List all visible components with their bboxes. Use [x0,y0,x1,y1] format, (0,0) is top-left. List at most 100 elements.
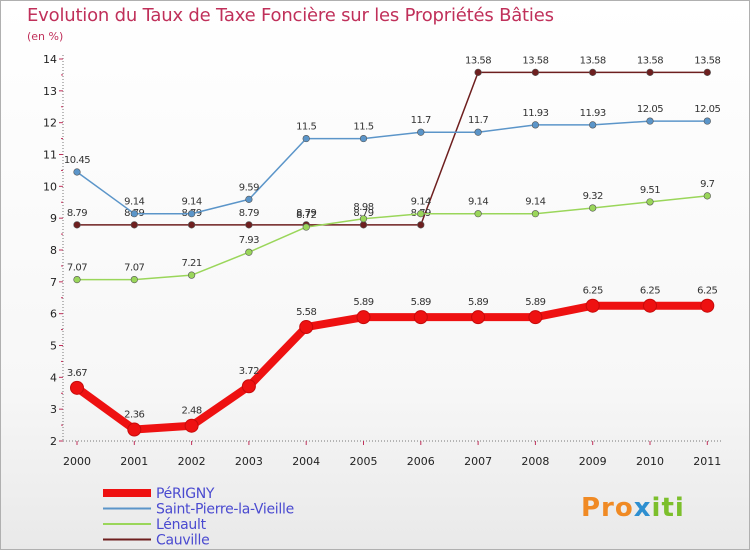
y-tick-label: 14 [43,53,57,66]
y-tick-label: 7 [50,276,57,289]
legend-label-lenault: Lénault [156,517,207,533]
data-point [417,210,425,218]
data-point [474,128,482,136]
data-point [359,221,368,229]
data-label: 9.14 [411,197,431,208]
data-point [589,68,597,76]
proxiti-logo: Proxiti [581,493,685,523]
data-label: 7.21 [181,258,201,269]
legend: PéRIGNYSaint-Pierre-la-VieilleLénaultCau… [103,486,294,549]
x-tick-label: 2006 [407,455,435,468]
data-point [245,248,253,256]
data-point [703,117,711,125]
y-tick-label: 10 [43,180,57,193]
x-tick-label: 2003 [235,455,263,468]
data-label: 8.79 [296,208,316,219]
data-label: 9.14 [124,197,144,208]
data-label: 13.58 [637,55,663,66]
x-tick-label: 2007 [464,455,492,468]
data-label: 5.89 [525,297,545,308]
data-label: 7.93 [239,235,259,246]
series-saint-pierre-la-vieille: 10.45 9.14 9.14 9.59 11.5 11.5 11.7 11.7 11.93 11… [64,104,721,218]
data-label: 13.58 [465,55,491,66]
data-point [413,310,428,325]
data-label: 5.89 [468,297,488,308]
series-line-perigny [73,301,712,434]
data-label: 7.07 [67,263,87,274]
data-point [703,192,711,200]
data-label: 9.59 [239,182,259,193]
data-point [585,298,600,313]
data-label: 5.58 [296,307,316,318]
data-label: 11.5 [296,122,316,133]
data-point [474,68,482,76]
data-label: 11.93 [522,108,548,119]
data-label: 5.89 [353,297,373,308]
data-label: 3.72 [239,366,259,377]
data-label: 2.48 [181,406,201,417]
y-tick-label: 8 [50,244,57,257]
legend-label-perigny: PéRIGNY [156,486,215,502]
x-tick-label: 2011 [693,455,721,468]
data-point [130,221,138,229]
data-point [646,68,654,76]
series-perigny: 3.67 2.36 2.48 3.72 5.58 5.89 5.89 5.89 5.89 6.25… [67,286,718,437]
y-tick-label: 5 [50,340,57,353]
data-point [73,221,81,229]
data-label: 8.72 [296,210,316,221]
x-tick-label: 2000 [63,455,91,468]
data-point [302,223,310,231]
data-point [245,221,253,229]
x-tick-label: 2010 [636,455,664,468]
y-tick-label: 6 [50,308,57,321]
data-label: 13.58 [694,55,720,66]
data-label: 8.79 [353,208,373,219]
data-point [299,320,314,335]
data-point [188,271,196,279]
data-label: 6.25 [697,286,717,297]
data-point [700,298,715,313]
data-point [359,134,368,143]
data-point [184,418,199,433]
series-cauville: 8.798.798.798.798.798.798.7913.5813.5813… [67,55,721,229]
chart-title: Evolution du Taux de Taxe Foncière sur l… [27,5,554,26]
data-point [589,121,597,129]
x-tick-label: 2004 [292,455,320,468]
x-tick-label: 2008 [521,455,549,468]
data-label: 11.7 [411,115,431,126]
x-tick-label: 2001 [120,455,148,468]
data-point [528,310,543,325]
data-point [130,210,138,218]
x-tick-label: 2009 [579,455,607,468]
data-label: 9.14 [181,197,201,208]
series-line-saint-pierre-la-vieille [76,120,709,215]
y-tick-label: 4 [50,371,57,384]
y-tick-label: 12 [43,117,57,130]
data-label: 9.32 [583,191,603,202]
data-point [241,379,256,394]
data-point [646,117,654,125]
logo-part-1: Pro [581,493,634,523]
data-label: 3.67 [67,368,87,379]
data-label: 5.89 [411,297,431,308]
data-label: 11.7 [468,115,488,126]
data-label: 13.58 [522,55,548,66]
data-point [127,422,142,437]
data-label: 10.45 [64,155,90,166]
data-label: 11.5 [353,122,373,133]
x-tick-label: 2005 [350,455,378,468]
data-point [589,204,597,212]
data-point [417,221,425,229]
logo-part-2: x [633,493,652,523]
data-point [646,198,654,206]
y-tick-label: 9 [50,212,57,225]
data-point [73,276,81,284]
data-label: 12.05 [694,104,720,115]
y-tick-label: 13 [43,85,57,98]
data-label: 13.58 [580,55,606,66]
data-point [73,168,81,176]
data-point [130,276,138,284]
data-label: 8.98 [353,202,373,213]
series-line-cauville [76,71,709,226]
